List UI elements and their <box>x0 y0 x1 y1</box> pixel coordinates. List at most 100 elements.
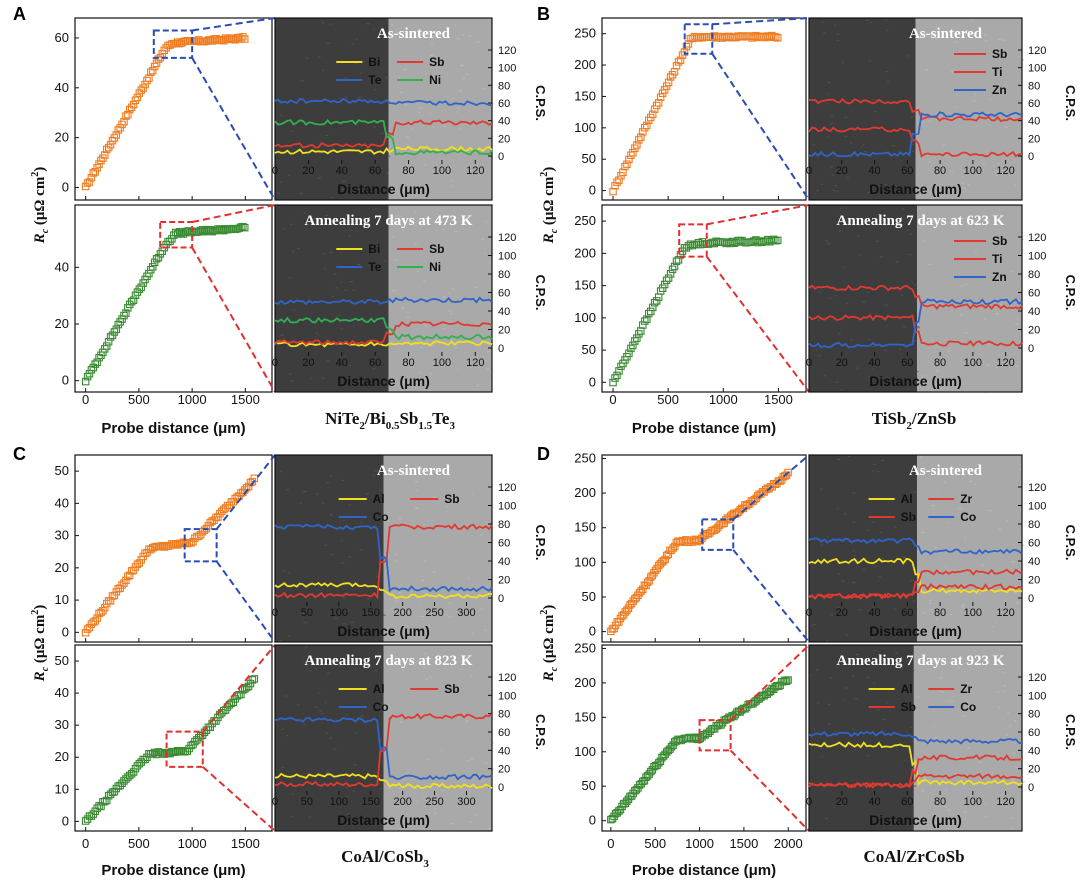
sem-texture <box>341 479 345 482</box>
data-point <box>200 526 209 534</box>
sem-texture <box>275 24 278 27</box>
sem-texture <box>399 91 403 94</box>
sem-tick-label: 120 <box>466 165 484 177</box>
sem-tick-label: 60 <box>369 165 381 177</box>
sem-texture <box>914 284 917 286</box>
sem-texture <box>1017 318 1020 320</box>
sem-texture <box>422 667 426 669</box>
sem-texture <box>329 23 333 25</box>
sem-texture <box>907 388 910 391</box>
sem-texture <box>330 475 333 477</box>
sem-texture <box>339 811 342 813</box>
data-point <box>225 34 234 42</box>
zoom-connector <box>711 53 810 201</box>
sem-texture <box>900 160 903 162</box>
sem-texture <box>916 371 919 373</box>
sem-texture <box>471 493 474 496</box>
sem-texture <box>422 618 425 620</box>
cps-tick-label: 20 <box>1028 325 1040 337</box>
sem-tick-label: 0 <box>806 796 812 808</box>
sem-texture <box>303 169 305 171</box>
sem-texture <box>817 291 822 293</box>
sem-texture <box>977 592 982 594</box>
sem-texture <box>287 174 291 176</box>
sem-texture <box>812 728 815 730</box>
data-point <box>95 802 103 810</box>
sem-texture <box>305 622 308 624</box>
cps-tick-label: 20 <box>1028 764 1040 776</box>
sem-texture <box>324 701 327 704</box>
sem-texture <box>907 222 910 224</box>
data-point <box>639 321 647 329</box>
sem-texture <box>1006 520 1009 522</box>
cps-tick-label: 40 <box>498 116 510 128</box>
data-point <box>206 226 214 234</box>
sem-texture <box>489 716 493 718</box>
data-point <box>200 37 209 46</box>
sem-texture <box>448 310 451 312</box>
cps-tick-label: 40 <box>1028 306 1040 318</box>
y-axis-label: Rc (μΩ cm2) <box>30 167 51 245</box>
data-point <box>152 750 161 759</box>
data-point <box>662 276 671 285</box>
cps-tick-label: 40 <box>498 306 510 318</box>
zoom-connector <box>191 204 276 223</box>
cps-tick-label: 120 <box>498 482 516 494</box>
sem-texture <box>402 826 406 828</box>
sem-texture <box>878 785 881 787</box>
sem-texture <box>838 230 841 232</box>
sem-texture <box>906 229 909 232</box>
sem-texture <box>930 339 933 341</box>
sem-texture <box>974 471 978 473</box>
x-tick-label: 500 <box>128 836 150 851</box>
sem-texture <box>392 236 395 238</box>
data-point <box>127 770 136 778</box>
y-tick-label: 40 <box>55 259 69 274</box>
cps-tick-label: 120 <box>498 45 516 57</box>
y-tick-label: 40 <box>55 685 69 700</box>
sem-texture <box>448 616 451 618</box>
sem-texture <box>825 240 829 242</box>
zoom-connector <box>712 17 810 26</box>
zoom-box <box>152 29 194 59</box>
sem-texture <box>355 230 358 232</box>
sem-texture <box>402 778 405 780</box>
sem-texture <box>986 364 991 366</box>
sem-texture <box>468 577 471 579</box>
sem-texture <box>285 640 287 642</box>
sem-texture <box>994 621 997 623</box>
sem-texture <box>432 496 436 499</box>
sem-texture <box>430 373 433 375</box>
sem-texture <box>963 715 966 717</box>
data-point <box>641 123 649 132</box>
sem-texture <box>1014 766 1018 768</box>
sem-texture <box>450 185 453 187</box>
sem-texture <box>830 115 834 117</box>
legend-label: Co <box>960 700 976 714</box>
panel-letter: B <box>537 4 550 24</box>
sem-texture <box>843 513 847 515</box>
data-point <box>648 110 657 119</box>
sem-texture <box>303 212 306 214</box>
sem-texture <box>340 328 344 330</box>
sem-texture <box>372 28 375 30</box>
sem-texture <box>961 187 965 189</box>
sem-texture <box>830 122 834 124</box>
sem-texture <box>422 796 425 799</box>
zoom-connector <box>215 454 276 530</box>
sem-texture <box>303 724 306 726</box>
sem-tick-label: 100 <box>964 796 982 808</box>
data-point <box>670 262 679 271</box>
data-point <box>181 228 190 236</box>
sem-texture <box>933 546 938 549</box>
sem-texture <box>451 180 454 182</box>
data-point <box>141 755 149 764</box>
x-tick-label: 500 <box>657 392 679 407</box>
y-tick-label: 200 <box>574 675 596 690</box>
sem-texture <box>330 553 334 556</box>
y-axis-label: Rc (μΩ cm2) <box>30 605 51 683</box>
cps-tick-label: 40 <box>1028 745 1040 757</box>
sem-texture <box>394 259 398 261</box>
cps-tick-label: 20 <box>498 133 510 145</box>
sem-light-region <box>917 205 1022 392</box>
